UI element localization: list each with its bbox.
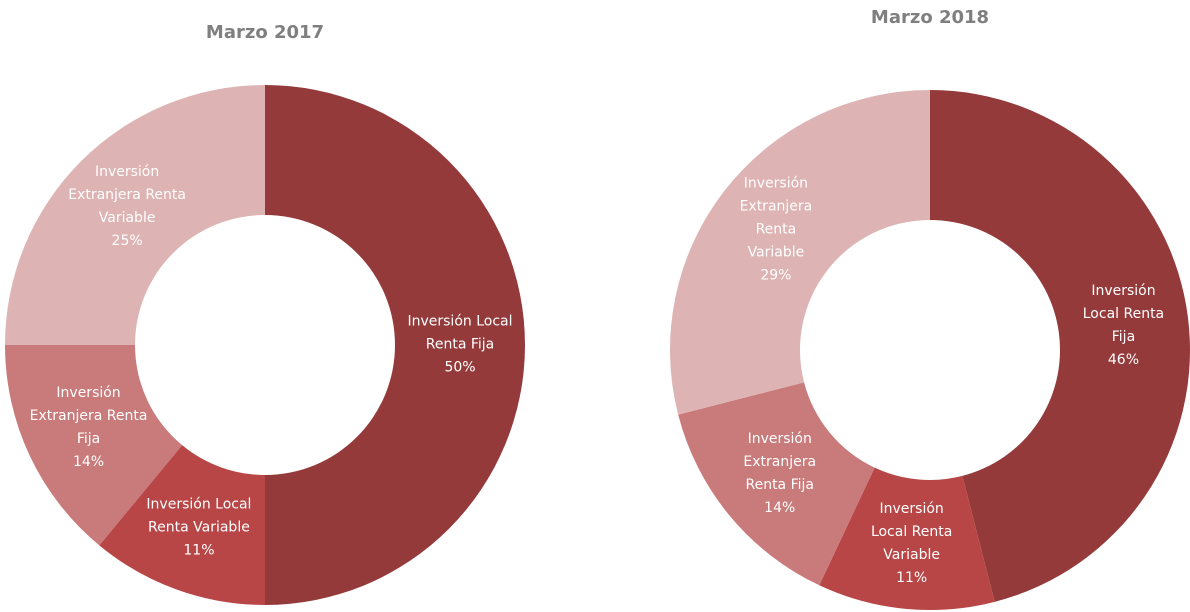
- value-label: 11%: [183, 542, 215, 559]
- category-label: Inversión Local Renta Fija: [1082, 282, 1165, 345]
- chart-title: Marzo 2017: [206, 22, 324, 43]
- slice-label: Inversión Local Renta Fija 46%: [1081, 280, 1166, 372]
- chart-title: Marzo 2018: [871, 7, 989, 28]
- slice-label: Inversión Extranjera Renta Variable 25%: [65, 161, 190, 253]
- slice-label: Inversión Local Renta Fija 50%: [398, 311, 523, 380]
- slice-label: Inversión Local Renta Variable 11%: [136, 494, 261, 563]
- value-label: 46%: [1107, 351, 1140, 368]
- donut-slice: [819, 467, 995, 610]
- slice-label: Inversión Local Renta Variable 11%: [869, 498, 954, 590]
- value-label: 14%: [72, 454, 105, 471]
- category-label: Inversión Extranjera Renta Fija: [743, 431, 817, 494]
- category-label: Inversión Extranjera Renta Fija: [29, 385, 148, 448]
- category-label: Inversión Local Renta Variable: [870, 501, 953, 564]
- donut-slice: [670, 90, 930, 415]
- category-label: Inversión Extranjera Renta Variable: [68, 164, 186, 227]
- category-label: Inversión Local Renta Variable: [146, 496, 252, 536]
- donut-slice: [5, 85, 265, 345]
- category-label: Inversión Extranjera Renta Variable: [739, 175, 813, 261]
- value-label: 11%: [896, 570, 928, 587]
- slice-label: Inversión Extranjera Renta Variable 29%: [733, 173, 818, 288]
- donut-slice: [99, 445, 265, 605]
- donut-slice: [678, 382, 875, 586]
- slice-label: Inversión Extranjera Renta Fija 14%: [737, 428, 822, 520]
- category-label: Inversión Local Renta Fija: [407, 313, 513, 353]
- value-label: 29%: [760, 267, 792, 284]
- value-label: 25%: [111, 233, 143, 250]
- donut-slice: [930, 90, 1190, 602]
- donut-slice: [265, 85, 525, 605]
- donut-slice: [5, 345, 183, 546]
- slice-label: Inversión Extranjera Renta Fija 14%: [26, 382, 151, 474]
- value-label: 14%: [764, 500, 796, 517]
- value-label: 50%: [444, 359, 476, 376]
